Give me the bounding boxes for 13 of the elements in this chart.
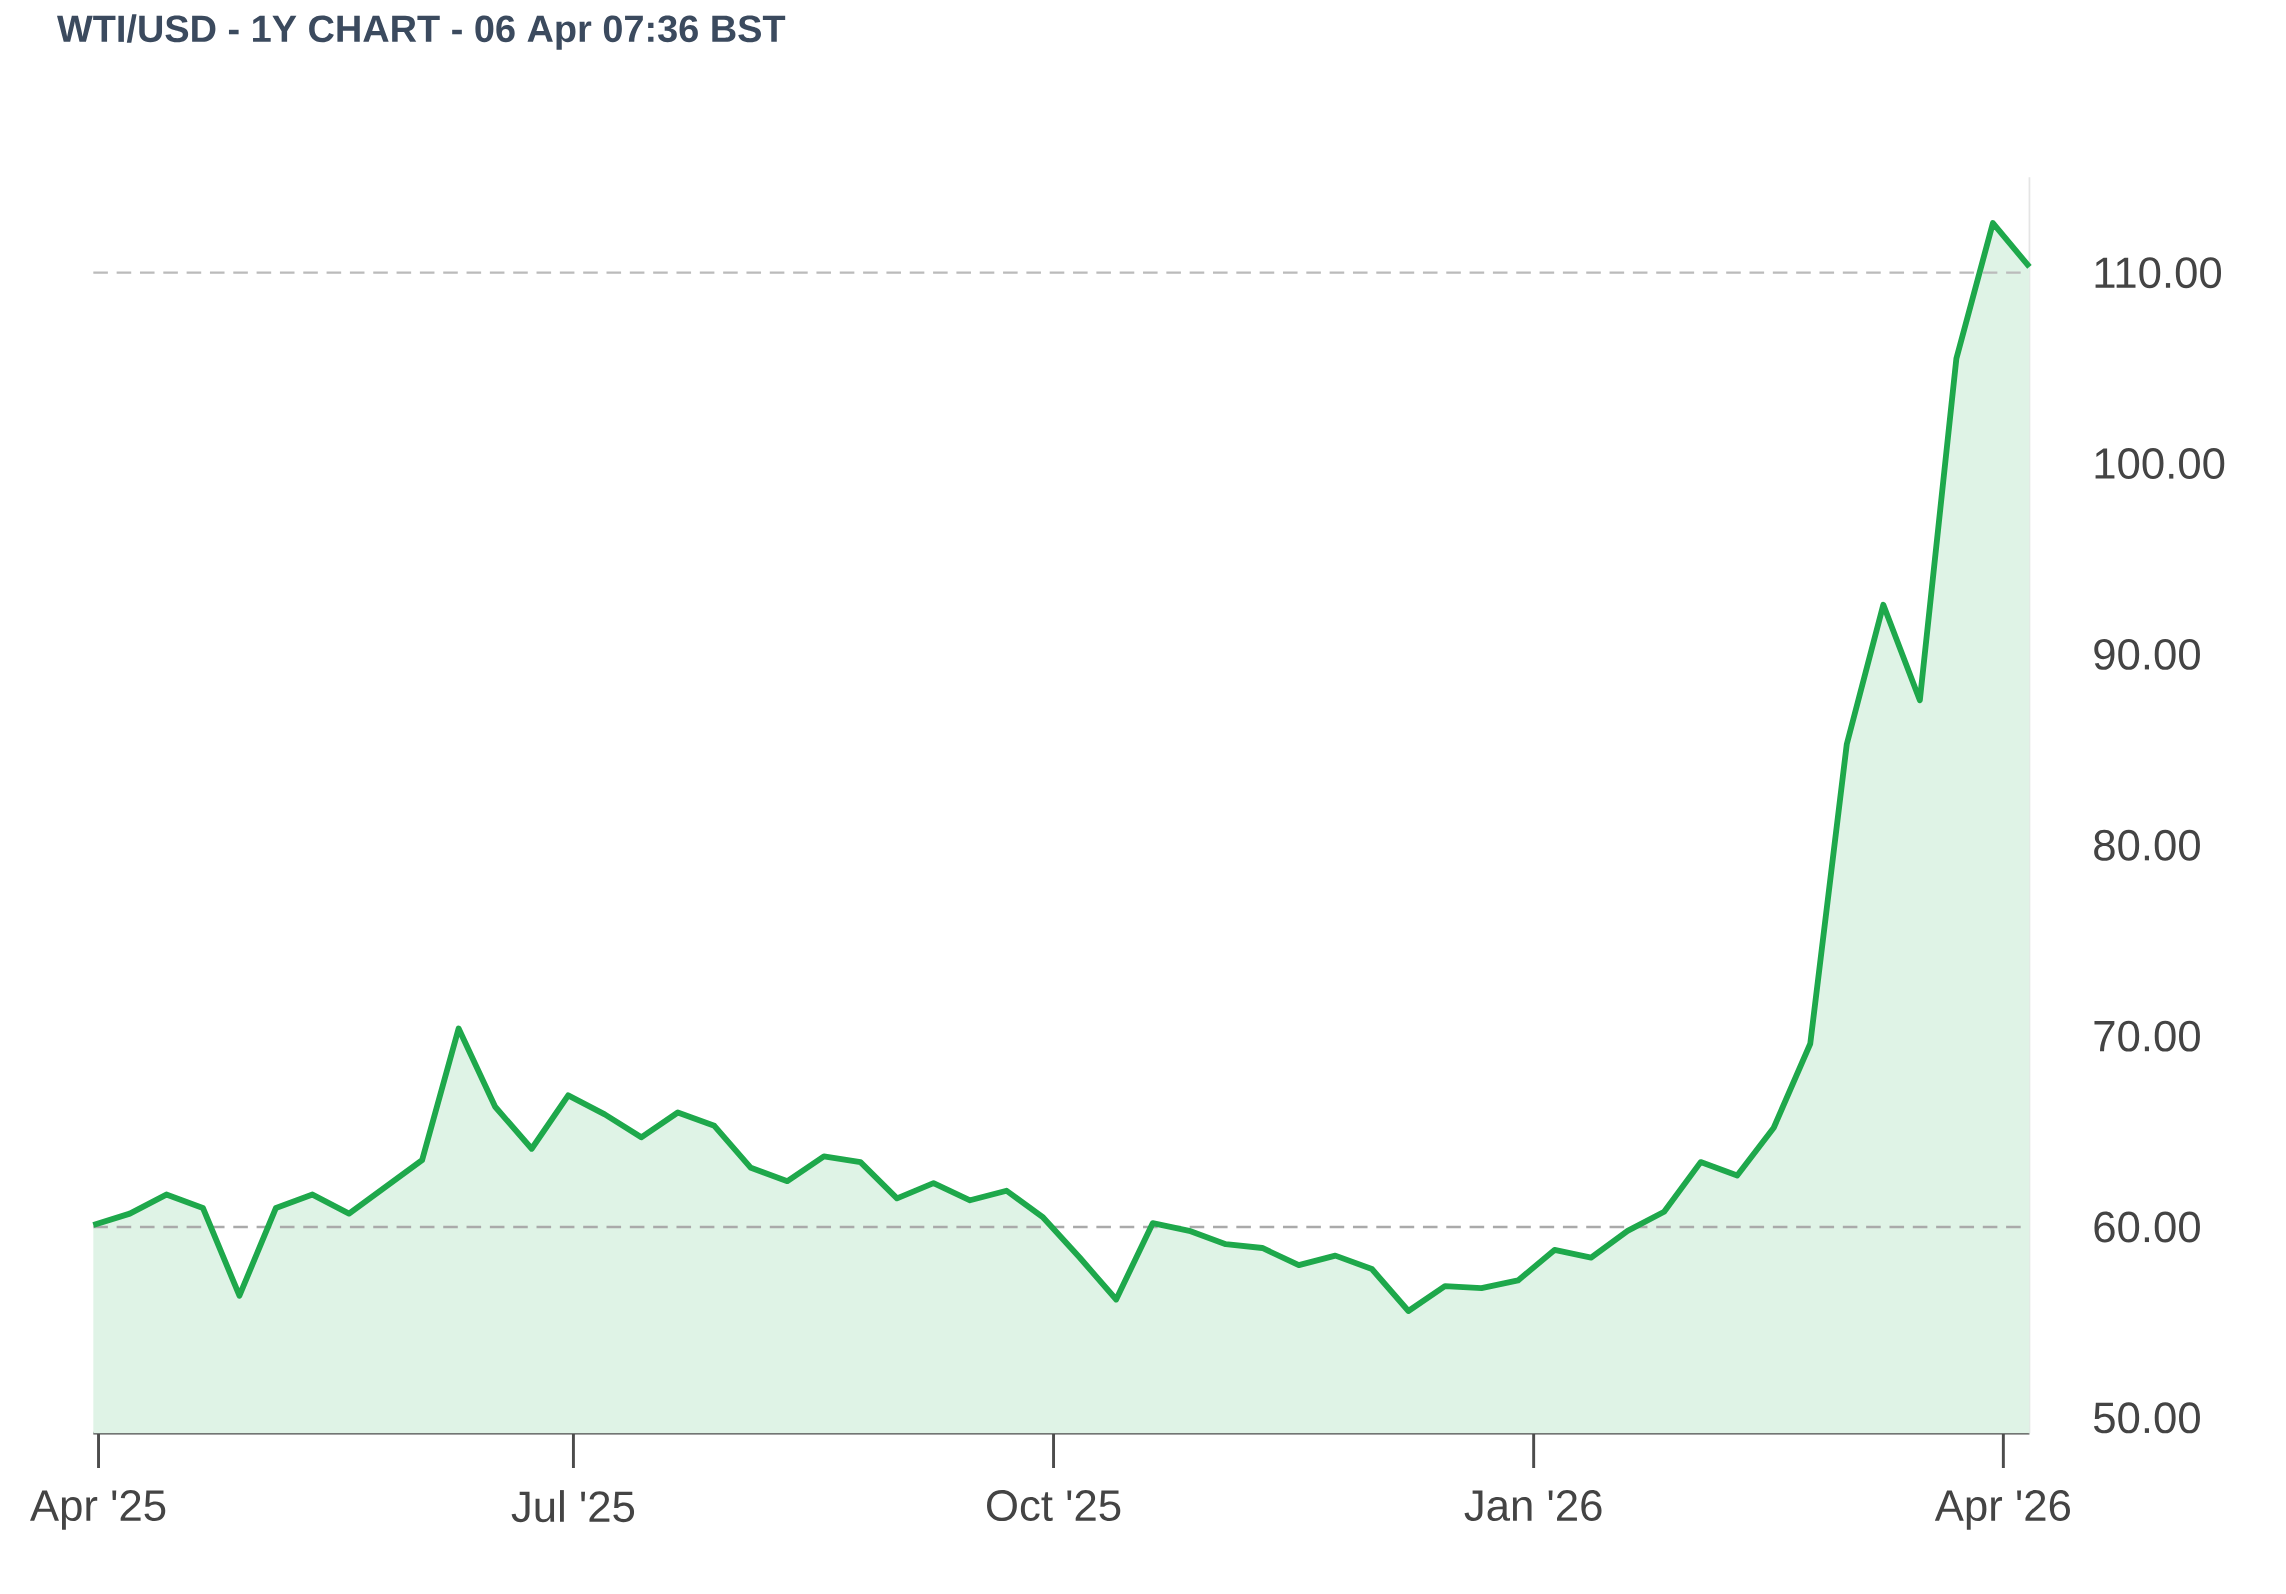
- y-tick-label: 50.00: [2093, 1402, 2200, 1434]
- x-tick-label: Apr '25: [30, 1490, 166, 1530]
- x-tick-label: Oct '25: [987, 1490, 1121, 1522]
- y-tick-label: 70.00: [2094, 1020, 2200, 1052]
- x-tick-label: Jan '26: [1464, 1490, 1602, 1522]
- y-tick-label: 110.00: [2095, 257, 2222, 289]
- y-tick-label: 100.00: [2095, 448, 2225, 480]
- x-tick-label: Jul '25: [511, 1490, 635, 1523]
- x-tick-label: Apr '26: [1934, 1490, 2070, 1530]
- y-tick-label: 90.00: [2094, 639, 2200, 671]
- y-tick-label: 60.00: [2094, 1211, 2200, 1243]
- y-tick-label: 80.00: [2094, 830, 2200, 861]
- chart-title: WTI/USD - 1Y CHART - 06 Apr 07:36 BST: [57, 14, 786, 50]
